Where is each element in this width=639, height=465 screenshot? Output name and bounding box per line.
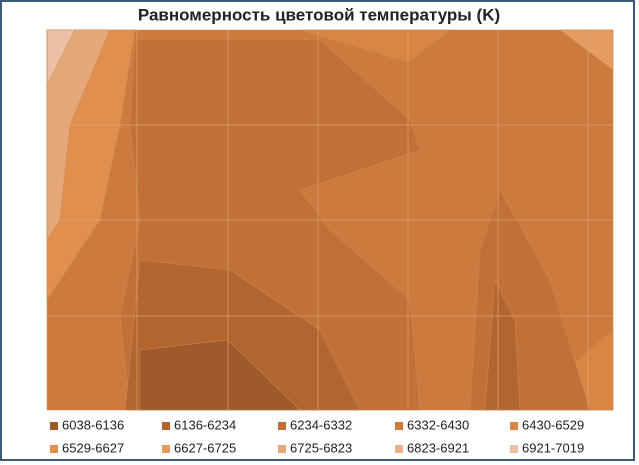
contour-region: [46, 29, 76, 87]
legend-label: 6921-7019: [522, 440, 584, 455]
legend-swatch: [50, 445, 58, 453]
legend-label: 6332-6430: [407, 417, 469, 432]
legend-label: 6038-6136: [62, 417, 124, 432]
legend-label: 6725-6823: [290, 440, 352, 455]
grid: [47, 30, 613, 410]
legend-swatch: [162, 422, 170, 430]
legend-label: 6823-6921: [407, 440, 469, 455]
legend-label: 6136-6234: [174, 417, 236, 432]
contour-region: [559, 29, 614, 71]
legend-swatch: [278, 422, 286, 430]
legend-swatch: [510, 422, 518, 430]
legend-swatch: [510, 445, 518, 453]
legend-swatch: [395, 445, 403, 453]
legend-label: 6529-6627: [62, 440, 124, 455]
contour-region: [46, 29, 111, 242]
legend-swatch: [395, 422, 403, 430]
contour-region: [139, 339, 301, 411]
contour-region: [484, 278, 521, 411]
legend-swatch: [50, 422, 58, 430]
legend-label: 6234-6332: [290, 417, 352, 432]
legend-label: 6430-6529: [522, 417, 584, 432]
legend-swatch: [162, 445, 170, 453]
chart-title: Равномерность цветовой температуры (K): [138, 5, 500, 24]
legend-label: 6627-6725: [174, 440, 236, 455]
legend-swatch: [278, 445, 286, 453]
plot-area: [46, 29, 614, 411]
contour-region: [299, 29, 451, 63]
